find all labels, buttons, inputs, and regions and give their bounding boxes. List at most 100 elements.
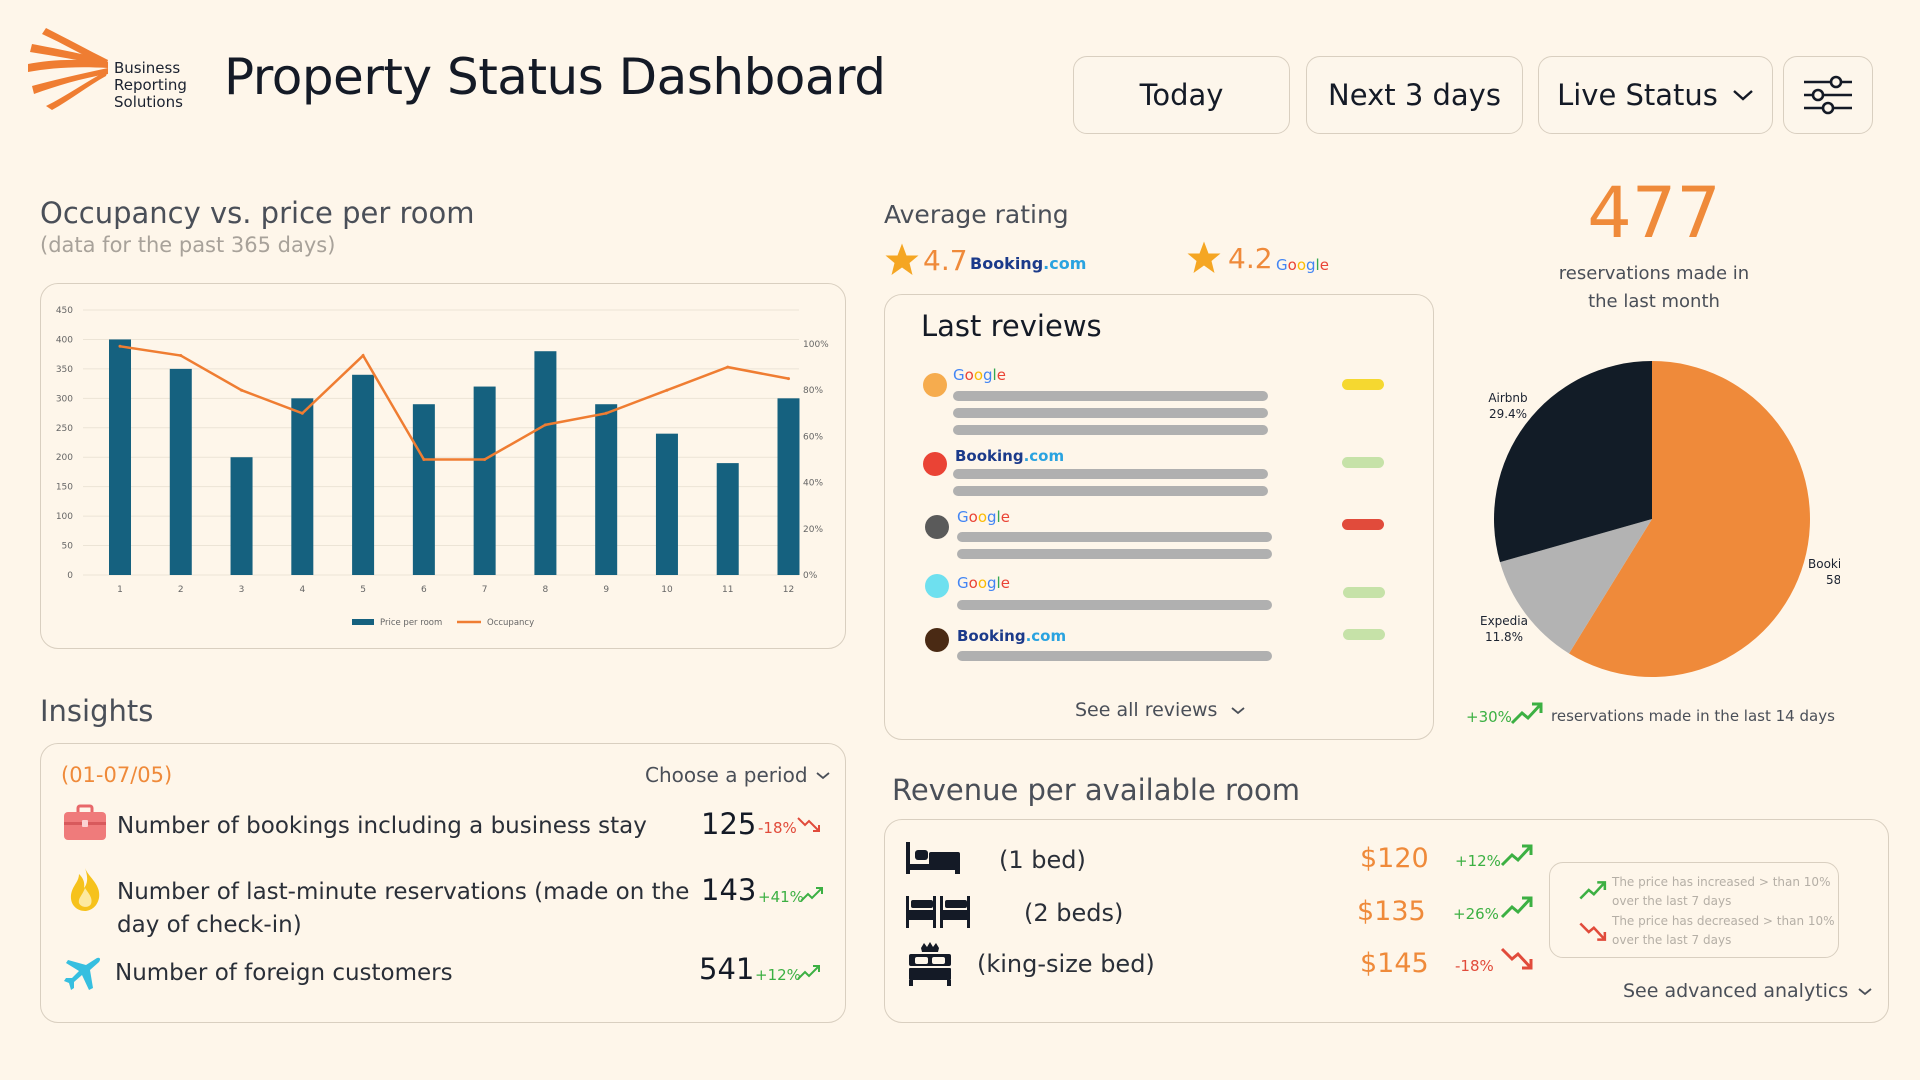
insights-panel: (01-07/05) Choose a period Number of boo… xyxy=(40,743,846,1023)
trend-down-icon xyxy=(1500,947,1533,970)
trend-up-icon xyxy=(1500,896,1533,919)
y-left-tick-label: 350 xyxy=(56,365,73,375)
legend-swatch-price xyxy=(352,619,374,625)
last-reviews-title: Last reviews xyxy=(921,309,1102,343)
pie-label-name: Airbnb xyxy=(1488,391,1527,405)
point-occupancy-10 xyxy=(665,388,669,392)
review-text-placeholder xyxy=(957,600,1272,610)
chevron-down-icon xyxy=(1858,987,1872,995)
reviewer-avatar xyxy=(925,515,949,539)
bar-price-2 xyxy=(169,368,192,575)
live-status-dropdown[interactable]: Live Status xyxy=(1538,56,1773,134)
single-bed-icon xyxy=(906,842,960,874)
x-tick-label: 6 xyxy=(421,585,427,595)
review-sentiment-badge xyxy=(1343,587,1385,598)
y-right-tick-label: 40% xyxy=(803,479,823,489)
legend-label-price: Price per room xyxy=(380,618,442,628)
pie-slice-booking-com xyxy=(1569,361,1810,677)
insights-section-title: Insights xyxy=(40,694,154,728)
reservations-count: 477 xyxy=(1587,172,1721,254)
review-source-google: Google xyxy=(953,366,1006,384)
pie-slice-expedia xyxy=(1499,519,1652,654)
insights-period: (01-07/05) xyxy=(61,763,173,787)
trend-up-icon xyxy=(1579,881,1607,900)
review-text-placeholder xyxy=(953,408,1268,418)
bar-price-10 xyxy=(655,433,678,575)
legend-increase-text: The price has increased > than 10% xyxy=(1612,875,1831,889)
review-sentiment-badge xyxy=(1342,379,1384,390)
occupancy-section-title: Occupancy vs. price per room xyxy=(40,196,475,230)
trend-up-icon xyxy=(797,965,820,980)
double-bed-icon xyxy=(906,896,970,928)
revpar-1bed-price: $120 xyxy=(1360,843,1429,874)
review-sentiment-badge xyxy=(1342,519,1384,530)
choose-period-dropdown[interactable]: Choose a period xyxy=(645,763,830,787)
point-occupancy-12 xyxy=(787,377,790,381)
next-3-days-button[interactable]: Next 3 days xyxy=(1306,56,1523,134)
occupancy-price-chart: 0 50 100 150 200 250 300 350 400 450 0% 20% 40% 60% 80… xyxy=(40,283,846,649)
reservations-caption: reservations made in the last month xyxy=(1558,263,1750,312)
chart-canvas: 0 50 100 150 200 250 300 350 400 450 0% 20% 40% 60% 80… xyxy=(56,306,829,628)
revpar-2beds-label: (2 beds) xyxy=(1024,899,1124,927)
today-button[interactable]: Today xyxy=(1073,56,1290,134)
y-right-tick-label: 20% xyxy=(803,525,823,535)
y-left-tick-label: 200 xyxy=(56,453,73,463)
trend-down-icon xyxy=(1579,922,1607,941)
pie-slice-airbnb xyxy=(1494,361,1652,563)
occupancy-section-subtitle: (data for the past 365 days) xyxy=(40,233,336,257)
insight-business-label: Number of bookings including a business … xyxy=(117,813,647,839)
chevron-down-icon xyxy=(1231,706,1246,714)
bar-price-3 xyxy=(230,457,253,575)
legend-increase-subtext: over the last 7 days xyxy=(1612,894,1732,908)
pie-label-value: 29.4% xyxy=(1489,407,1527,421)
google-logo: Google xyxy=(1276,256,1329,274)
legend-decrease-text: The price has decreased > than 10% xyxy=(1612,914,1835,928)
legend-decrease-subtext: over the last 7 days xyxy=(1612,933,1732,947)
google-rating-score: 4.2 xyxy=(1228,242,1273,275)
booking-rating-score: 4.7 xyxy=(923,244,968,277)
x-tick-label: 1 xyxy=(117,585,123,595)
trend-up-icon xyxy=(1500,844,1533,867)
trend-up-icon xyxy=(800,887,823,902)
reservations-trend-change: +30% xyxy=(1466,708,1512,726)
y-left-tick-label: 150 xyxy=(56,483,73,493)
revpar-2beds-change: +26% xyxy=(1453,905,1499,923)
insight-foreign-label: Number of foreign customers xyxy=(115,960,453,986)
review-source-booking: Booking.com xyxy=(957,627,1067,645)
pie-label-name: Expedia xyxy=(1480,614,1528,628)
see-advanced-analytics-link[interactable]: See advanced analytics xyxy=(1623,980,1872,1002)
review-text-placeholder xyxy=(953,391,1268,401)
point-occupancy-6 xyxy=(422,458,426,461)
filter-settings-button[interactable] xyxy=(1783,56,1873,134)
review-sentiment-badge xyxy=(1343,629,1385,640)
revpar-king-price: $145 xyxy=(1360,948,1429,979)
star-icon xyxy=(885,243,919,275)
review-source-google: Google xyxy=(957,508,1010,526)
revpar-panel: (1 bed) $120 +12% (2 beds) $135 +26% (ki… xyxy=(884,819,1889,1023)
trend-down-icon xyxy=(797,817,820,832)
bar-price-8 xyxy=(534,351,557,575)
sliders-icon xyxy=(1804,75,1852,115)
star-icon xyxy=(1187,241,1221,273)
trend-up-icon xyxy=(1510,702,1543,725)
flame-icon xyxy=(70,868,100,911)
x-tick-label: 5 xyxy=(360,585,366,595)
price-change-legend: The price has increased > than 10% over … xyxy=(1549,862,1839,958)
bar-price-7 xyxy=(473,386,496,575)
y-right-tick-label: 80% xyxy=(803,386,823,396)
revpar-section-title: Revenue per available room xyxy=(892,773,1301,807)
see-all-reviews-link[interactable]: See all reviews xyxy=(1075,699,1246,721)
last-reviews-panel: Last reviews Google Booking.com Google G… xyxy=(884,294,1434,740)
point-occupancy-8 xyxy=(543,423,547,427)
y-left-tick-label: 100 xyxy=(56,512,73,522)
review-source-booking: Booking.com xyxy=(955,447,1065,465)
king-bed-icon xyxy=(909,942,951,986)
x-tick-label: 11 xyxy=(722,585,733,595)
chevron-down-icon xyxy=(1733,90,1753,101)
y-right-tick-label: 60% xyxy=(803,432,823,442)
revpar-king-label: (king-size bed) xyxy=(977,950,1155,978)
reviewer-avatar xyxy=(923,373,947,397)
point-occupancy-9 xyxy=(604,411,608,415)
reservations-source-pie: Booking.com 58.8% Expedia 11.8% Airbnb 29.4% xyxy=(1480,361,1840,677)
review-text-placeholder xyxy=(953,469,1268,479)
